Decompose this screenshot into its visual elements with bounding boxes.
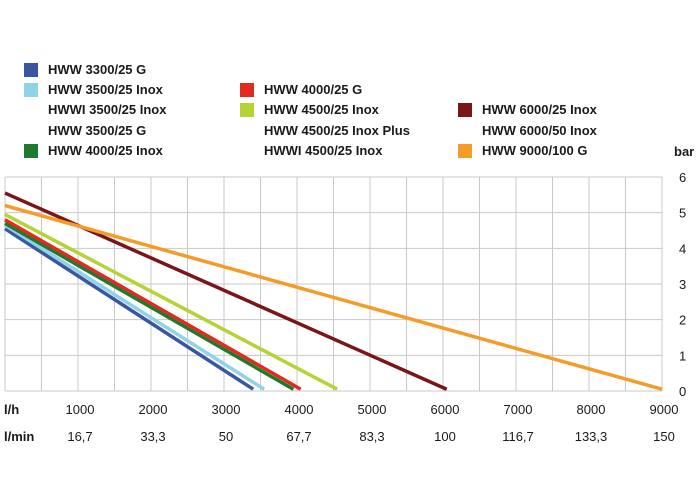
x-axis-unit-primary: l/h [4, 402, 19, 417]
legend-swatch [458, 144, 472, 158]
axes: 0 1 2 3 4 5 6 bar l/h l/min 1000 2000 3000 4000 5000 60… [4, 144, 694, 444]
x-tick-label: 6000 [431, 402, 460, 417]
series-lines [4, 191, 663, 391]
x-tick-label-secondary: 100 [434, 429, 456, 444]
legend: HWW 3300/25 G HWW 3500/25 Inox HWWI 3500… [0, 0, 700, 170]
y-tick-label: 0 [679, 384, 686, 399]
legend-label: HWW 4000/25 Inox [48, 143, 163, 158]
legend-swatch [24, 83, 38, 97]
x-tick-label-secondary: 116,7 [502, 429, 534, 444]
legend-label: HWWI 4500/25 Inox [264, 143, 383, 158]
x-tick-label: 7000 [504, 402, 533, 417]
x-tick-label: 2000 [139, 402, 168, 417]
x-tick-label: 4000 [285, 402, 314, 417]
legend-label: HWW 3500/25 Inox [48, 82, 163, 97]
legend-label: HWW 3500/25 G [48, 123, 147, 138]
legend-swatch [240, 103, 254, 117]
legend-label: HWWI 3500/25 Inox [48, 102, 167, 117]
series-line [4, 218, 302, 391]
x-tick-label: 9000 [650, 402, 679, 417]
legend-label: HWW 3300/25 G [48, 62, 147, 77]
legend-swatch [240, 83, 254, 97]
x-tick-label: 1000 [66, 402, 95, 417]
series-line [4, 221, 295, 391]
legend-swatch [24, 63, 38, 77]
y-tick-label: 1 [679, 348, 686, 363]
series-line [4, 203, 663, 391]
legend-label: HWW 6000/50 Inox [482, 123, 597, 138]
legend-swatch [24, 144, 38, 158]
series-line [4, 212, 338, 391]
series-line [4, 227, 255, 391]
legend-label: HWW 4500/25 Inox Plus [264, 123, 410, 138]
x-tick-label-secondary: 50 [219, 429, 233, 444]
x-tick-label-secondary: 133,3 [575, 429, 608, 444]
y-tick-label: 3 [679, 277, 686, 292]
x-tick-label-secondary: 150 [653, 429, 675, 444]
x-axis-unit-secondary: l/min [4, 429, 34, 444]
x-tick-label: 5000 [358, 402, 387, 417]
x-tick-label-secondary: 83,3 [359, 429, 384, 444]
y-tick-label: 2 [679, 313, 686, 328]
legend-label: HWW 9000/100 G [482, 143, 588, 158]
legend-label: HWW 4000/25 G [264, 82, 363, 97]
x-tick-label: 3000 [212, 402, 241, 417]
grid [4, 176, 663, 392]
legend-label: HWW 6000/25 Inox [482, 102, 597, 117]
x-tick-label-secondary: 16,7 [67, 429, 92, 444]
legend-label: HWW 4500/25 Inox [264, 102, 379, 117]
y-tick-label: 6 [679, 170, 686, 185]
y-tick-label: 4 [679, 241, 686, 256]
x-tick-label-secondary: 67,7 [286, 429, 311, 444]
y-tick-label: 5 [679, 206, 686, 221]
x-tick-label-secondary: 33,3 [140, 429, 165, 444]
y-axis-unit: bar [674, 144, 694, 159]
series-line [4, 223, 266, 391]
x-tick-label: 8000 [577, 402, 606, 417]
legend-swatch [458, 103, 472, 117]
